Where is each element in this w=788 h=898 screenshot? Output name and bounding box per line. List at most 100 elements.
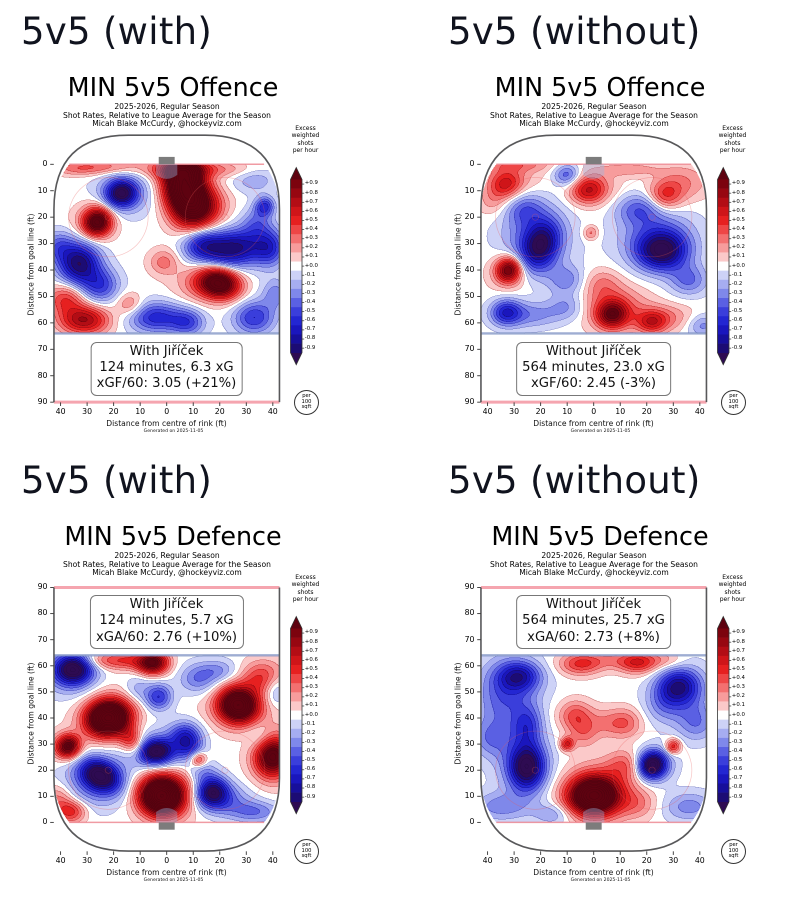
colorbar-tick-label: -0.1 — [731, 271, 743, 278]
x-tick-label: 10 — [188, 856, 199, 866]
x-tick-label: 40 — [482, 856, 493, 866]
x-tick-label: 10 — [615, 856, 626, 866]
colorbar-tick-label: +0.3 — [304, 235, 318, 242]
y-tick-label: 60 — [464, 317, 475, 327]
y-tick-label: 80 — [37, 608, 48, 618]
y-tick-label: 50 — [464, 291, 475, 301]
chart-subtitle-desc: Shot Rates, Relative to League Average f… — [490, 559, 698, 569]
y-tick-label: 30 — [37, 738, 48, 748]
y-tick-label: 20 — [464, 211, 475, 221]
colorbar-tick-label: -0.2 — [731, 280, 743, 287]
y-tick-label: 0 — [469, 817, 475, 827]
colorbar-tick-label: -0.8 — [304, 784, 316, 791]
y-tick-label: 0 — [469, 159, 475, 169]
y-tick-label: 10 — [464, 185, 475, 195]
generated-date-note: Generated on 2025-11-05 — [143, 878, 204, 883]
colorbar-tick-label: +0.8 — [731, 189, 745, 196]
generated-date-note: Generated on 2025-11-05 — [570, 429, 631, 434]
colorbar-tick-label: -0.1 — [304, 271, 316, 278]
colorbar-tick-label: +0.9 — [731, 629, 745, 636]
info-box-minutes: 124 minutes, 6.3 xG — [99, 359, 234, 375]
colorbar-tick-label: +0.5 — [731, 665, 745, 672]
info-box-rate: xGA/60: 2.73 (+8%) — [527, 629, 660, 645]
chart-subtitle-credit: Micah Blake McCurdy, @hockeyviz.com — [92, 568, 242, 578]
x-tick-label: 20 — [535, 856, 546, 866]
y-tick-label: 40 — [37, 264, 48, 274]
info-box-minutes: 564 minutes, 23.0 xG — [522, 359, 665, 375]
per-100-sqft-badge: per 100 sqft — [721, 390, 746, 415]
x-tick-label: 10 — [562, 856, 573, 866]
colorbar-tick-label: -0.7 — [304, 775, 316, 782]
chart-title: MIN 5v5 Offence — [67, 72, 279, 102]
info-box-rate: xGA/60: 2.76 (+10%) — [95, 629, 238, 645]
info-box-rate: xGF/60: 2.45 (-3%) — [531, 376, 656, 392]
colorbar-tick-label: +0.5 — [731, 216, 745, 223]
colorbar-tick-label: +0.1 — [304, 253, 318, 260]
colorbar-tick-label: -0.8 — [304, 335, 316, 342]
chart-title: MIN 5v5 Defence — [491, 521, 709, 551]
colorbar-tick-label: -0.3 — [731, 738, 743, 745]
x-tick-label: 40 — [267, 856, 278, 866]
x-tick-label: 0 — [164, 407, 170, 417]
colorbar-tick-label: -0.1 — [304, 720, 316, 727]
y-tick-label: 20 — [37, 765, 48, 774]
y-tick-label: 60 — [37, 317, 48, 327]
y-tick-label: 0 — [42, 817, 48, 827]
y-tick-label: 80 — [464, 370, 475, 380]
chart-subtitle-season: 2025-2026, Regular Season — [114, 551, 220, 560]
colorbar-tick-label: +0.2 — [304, 693, 318, 700]
y-tick-label: 30 — [464, 738, 475, 748]
chart-title: MIN 5v5 Offence — [494, 72, 706, 102]
colorbar — [717, 166, 732, 366]
colorbar-tick-label: +0.4 — [731, 226, 745, 233]
y-tick-label: 90 — [37, 582, 48, 592]
chart-subtitle-desc: Shot Rates, Relative to League Average f… — [63, 559, 271, 569]
colorbar-tick-label: -0.4 — [304, 747, 316, 754]
y-tick-label: 70 — [37, 634, 48, 644]
colorbar-tick-label: +0.2 — [731, 244, 745, 251]
colorbar-tick-label: -0.5 — [304, 308, 316, 315]
x-tick-label: 40 — [267, 407, 278, 417]
rink-heatmap-canvas — [0, 449, 394, 898]
x-tick-label: 10 — [562, 407, 573, 417]
x-tick-label: 20 — [535, 407, 546, 417]
info-box-minutes: 124 minutes, 5.7 xG — [99, 613, 234, 629]
colorbar-tick-label: +0.8 — [731, 638, 745, 645]
x-tick-label: 30 — [509, 856, 520, 866]
x-tick-label: 30 — [668, 407, 679, 417]
x-tick-label: 40 — [694, 407, 705, 417]
colorbar-tick-label: -0.4 — [304, 298, 316, 305]
y-tick-label: 80 — [37, 370, 48, 380]
y-tick-label: 60 — [464, 660, 475, 670]
panel-suptitle: 5v5 (without) — [448, 10, 701, 53]
y-tick-label: 40 — [464, 712, 475, 722]
y-tick-label: 50 — [37, 686, 48, 696]
panel-suptitle: 5v5 (with) — [21, 10, 213, 53]
colorbar-tick-label: +0.3 — [731, 684, 745, 691]
colorbar-tick-label: -0.1 — [731, 720, 743, 727]
generated-date-note: Generated on 2025-11-05 — [570, 878, 631, 883]
colorbar-tick-label: +0.3 — [731, 235, 745, 242]
colorbar-tick-label: +0.0 — [731, 262, 745, 269]
colorbar-tick-label: -0.3 — [304, 738, 316, 745]
panel-offence-with: 5v5 (with) MIN 5v5 Offence 2025-2026, Re… — [0, 0, 394, 449]
chart-title: MIN 5v5 Defence — [64, 521, 282, 551]
colorbar-tick-label: +0.9 — [731, 180, 745, 187]
colorbar-tick-label: +0.0 — [731, 711, 745, 718]
x-tick-label: 0 — [591, 407, 597, 417]
y-tick-label: 90 — [464, 396, 475, 406]
colorbar-tick-label: +0.0 — [304, 711, 318, 718]
x-tick-label: 20 — [214, 407, 225, 417]
y-tick-label: 50 — [37, 291, 48, 301]
x-axis-label: Distance from centre of rink (ft) — [106, 868, 227, 877]
x-tick-label: 20 — [641, 407, 652, 417]
x-tick-label: 40 — [55, 407, 66, 417]
x-axis-label: Distance from centre of rink (ft) — [533, 419, 654, 428]
colorbar-header: Excess weighted shots per hour — [718, 573, 747, 604]
info-box-player: Without Jiříček — [545, 597, 642, 612]
colorbar-tick-label: -0.6 — [304, 317, 316, 324]
chart-subtitle-desc: Shot Rates, Relative to League Average f… — [490, 110, 698, 120]
y-tick-label: 70 — [464, 634, 475, 644]
y-tick-label: 30 — [464, 238, 475, 248]
x-tick-label: 30 — [241, 407, 252, 417]
